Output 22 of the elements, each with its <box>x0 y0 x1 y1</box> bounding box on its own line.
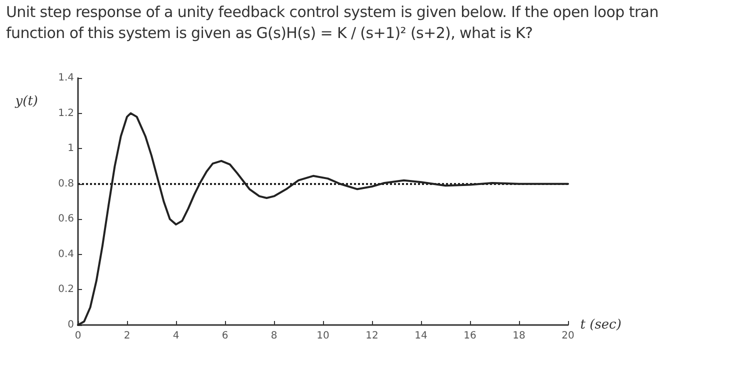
x-tick-label: 12 <box>366 330 378 342</box>
y-tick-label: 0.6 <box>58 214 74 225</box>
x-tick-label: 14 <box>414 330 428 342</box>
y-tick-label: 1.2 <box>58 108 74 119</box>
x-tick-label: 20 <box>562 330 574 342</box>
x-tick-label: 18 <box>512 330 526 342</box>
y-tick-label: 0.2 <box>58 284 74 296</box>
y-tick-label: 1 <box>68 143 74 154</box>
x-axis-title: t (sec) <box>580 318 622 332</box>
x-tick-label: 2 <box>124 330 130 342</box>
y-tick-label: 0.4 <box>58 248 74 260</box>
y-tick-label: 1.4 <box>58 72 74 84</box>
x-tick-label: 10 <box>316 330 330 342</box>
x-tick-label: 6 <box>222 330 228 342</box>
chart-title: Unit step response of a unity feedback control system is given below. If the open loop tran function of this system is given as G(s)H(s) = K / (s+1)² (s+2), what is K? <box>6 2 658 44</box>
y-tick-label: 0 <box>68 320 74 330</box>
x-tick-label: 16 <box>464 330 476 342</box>
y-tick-label: 0.8 <box>58 178 74 190</box>
x-tick-label: 4 <box>172 330 180 342</box>
y-axis-title: y(t) <box>14 94 38 109</box>
x-tick-label: 0 <box>74 330 82 342</box>
x-tick-label: 8 <box>270 330 278 342</box>
